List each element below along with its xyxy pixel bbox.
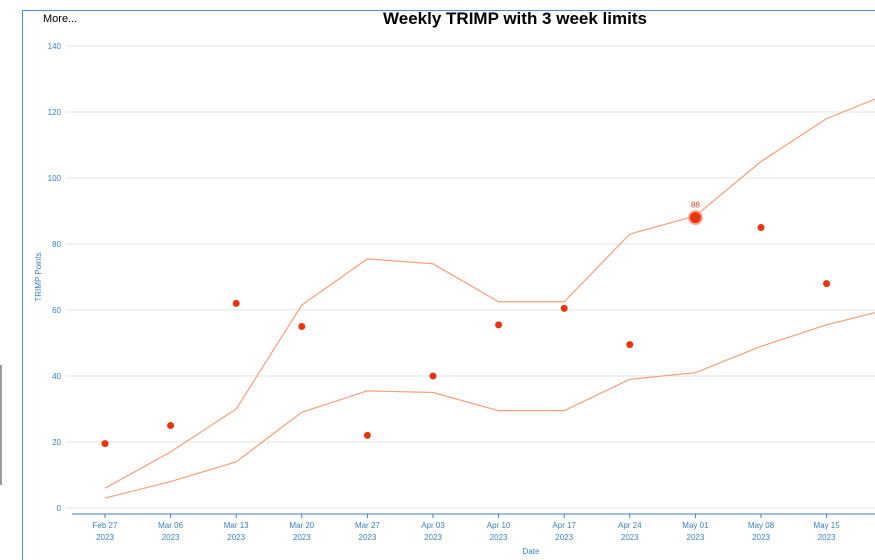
data-point xyxy=(626,341,634,349)
y-tick-label: 80 xyxy=(52,240,61,249)
x-tick-label-year: 2023 xyxy=(424,533,442,542)
x-tick-label: Feb 27 xyxy=(93,521,118,530)
x-tick-label: Mar 20 xyxy=(289,521,314,530)
y-tick-label: 140 xyxy=(48,42,62,51)
x-tick-label: May 15 xyxy=(813,521,840,530)
x-axis-title: Date xyxy=(523,547,540,556)
data-point xyxy=(298,323,306,330)
x-tick-label: May 01 xyxy=(682,521,709,530)
x-tick-label: May 08 xyxy=(748,521,775,530)
x-tick-label: Mar 27 xyxy=(355,521,380,530)
x-tick-label-year: 2023 xyxy=(555,533,573,542)
x-tick-label: Mar 13 xyxy=(224,521,249,530)
x-tick-label-year: 2023 xyxy=(490,533,508,542)
data-point xyxy=(757,224,765,231)
left-edge-marker xyxy=(0,365,2,485)
x-tick-label: Apr 24 xyxy=(618,521,642,530)
y-tick-label: 120 xyxy=(48,108,62,117)
chart-frame xyxy=(22,10,875,560)
data-point xyxy=(823,280,831,288)
y-axis-title: TRIMP Points xyxy=(34,252,43,301)
lower-limit-line xyxy=(104,312,875,499)
x-tick-label-year: 2023 xyxy=(752,533,770,542)
y-tick-label: 60 xyxy=(52,306,61,315)
x-tick-label-year: 2023 xyxy=(162,533,180,542)
data-point xyxy=(167,422,175,429)
upper-limit-line xyxy=(104,98,875,489)
more-link[interactable]: More... xyxy=(43,13,78,25)
data-point xyxy=(429,372,437,380)
y-tick-label: 100 xyxy=(48,174,62,183)
x-tick-label-year: 2023 xyxy=(96,533,114,542)
x-tick-label-year: 2023 xyxy=(359,533,377,542)
x-tick-label-year: 2023 xyxy=(293,533,311,542)
highlight-value-label: 88 xyxy=(691,201,700,210)
chart-title: Weekly TRIMP with 3 week limits xyxy=(383,9,647,28)
y-tick-label: 20 xyxy=(52,438,61,447)
y-tick-label: 0 xyxy=(57,504,62,513)
highlighted-point xyxy=(687,210,703,226)
x-tick-label: Mar 06 xyxy=(158,521,183,530)
y-tick-label: 40 xyxy=(52,372,61,381)
x-tick-label-year: 2023 xyxy=(818,533,836,542)
x-tick-label-year: 2023 xyxy=(227,533,245,542)
data-point xyxy=(495,321,503,329)
x-tick-label: Apr 17 xyxy=(552,521,576,530)
x-tick-label-year: 2023 xyxy=(687,533,705,542)
data-point xyxy=(232,299,240,307)
data-point xyxy=(101,440,109,448)
x-tick-label-year: 2023 xyxy=(621,533,639,542)
x-tick-label: Apr 10 xyxy=(487,521,511,530)
x-tick-label: Apr 03 xyxy=(421,521,445,530)
data-point xyxy=(560,304,568,312)
data-point xyxy=(363,431,371,439)
